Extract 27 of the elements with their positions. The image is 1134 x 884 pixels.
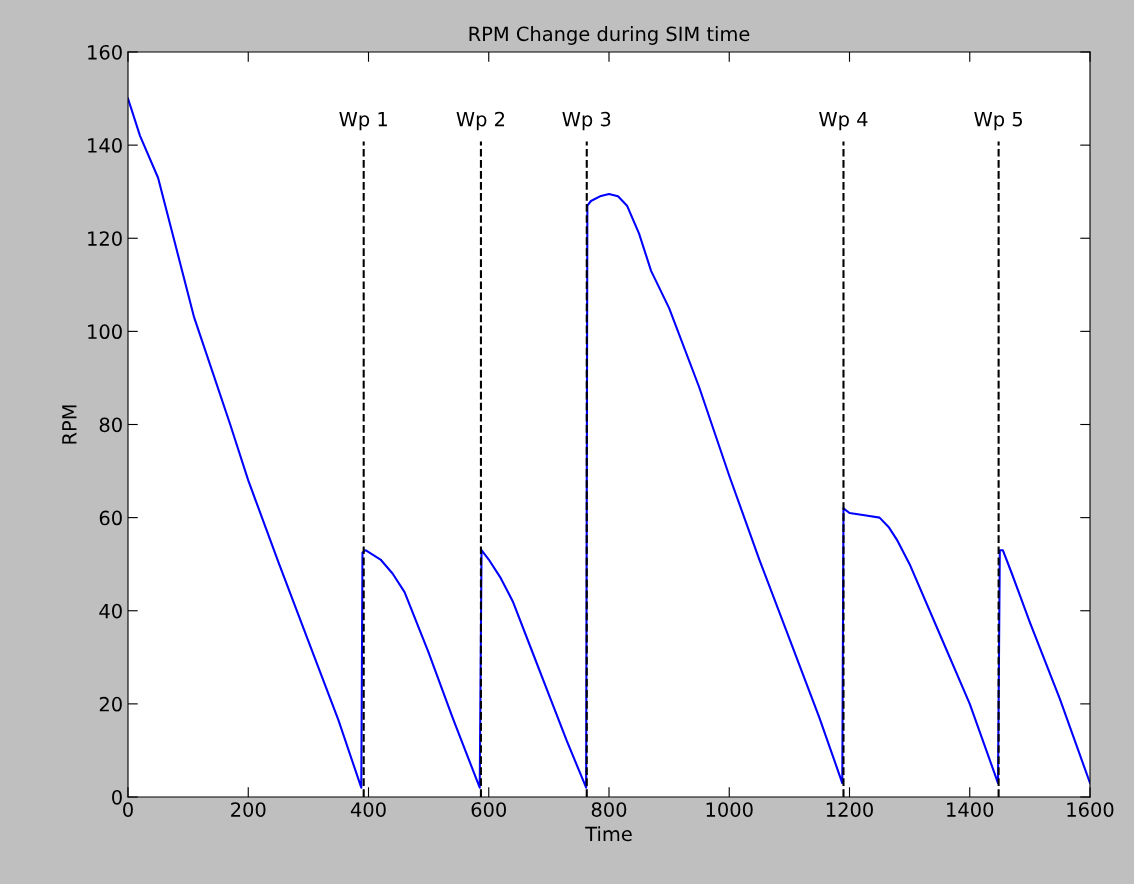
chart-title: RPM Change during SIM time (469, 26, 750, 45)
y-tick-label: 140 (88, 138, 122, 153)
x-tick-label: 400 (350, 802, 386, 817)
ref-line-label: Wp 2 (456, 111, 505, 131)
x-tick-label: 0 (123, 802, 133, 817)
y-tick-label: 80 (99, 417, 122, 433)
y-axis-title: RPM (62, 405, 77, 444)
ref-line-label: Wp 4 (819, 112, 868, 131)
x-tick-label: 800 (591, 802, 627, 817)
y-tick-label: 120 (88, 231, 122, 246)
y-tick-label: 20 (99, 696, 122, 712)
x-tick-label: 1000 (706, 802, 753, 817)
line-series (128, 97, 1090, 789)
x-tick-label: 600 (471, 802, 507, 817)
x-tick-label: 1600 (1067, 802, 1114, 817)
y-tick-label: 40 (99, 603, 122, 619)
y-tick-label: 0 (112, 789, 122, 805)
x-tick-label: 200 (231, 802, 266, 817)
x-tick-label: 1200 (826, 802, 873, 817)
x-axis-title: Time (585, 826, 632, 842)
ref-line-label: Wp 3 (562, 111, 611, 131)
y-tick-label: 100 (88, 324, 122, 340)
y-tick-label: 160 (88, 44, 122, 60)
ref-line-label: Wp 1 (339, 112, 387, 131)
ref-line-label: Wp 5 (974, 112, 1022, 131)
x-tick-label: 1400 (947, 802, 994, 817)
y-tick-label: 60 (99, 510, 122, 526)
